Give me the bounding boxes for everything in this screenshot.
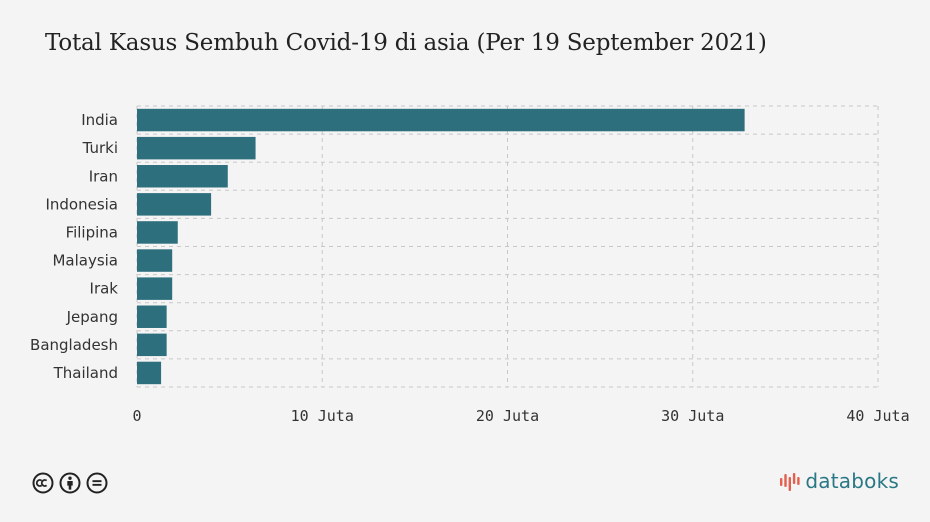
databoks-logo-icon xyxy=(780,473,801,491)
bars xyxy=(137,108,745,385)
bar-iran[interactable] xyxy=(137,165,228,188)
bar-thailand[interactable] xyxy=(137,361,162,385)
chart-title: Total Kasus Sembuh Covid-19 di asia (Per… xyxy=(45,30,767,56)
bar-jepang[interactable] xyxy=(137,305,167,328)
no-derivatives-icon xyxy=(86,472,108,494)
x-tick-label: 40 Juta xyxy=(846,407,909,425)
bar-malaysia[interactable] xyxy=(137,249,173,272)
category-label: Jepang xyxy=(66,308,118,326)
bar-filipina[interactable] xyxy=(137,221,178,244)
category-label: Thailand xyxy=(53,364,118,382)
attribution-icon xyxy=(59,472,81,494)
grid xyxy=(136,105,879,388)
bar-chart: India Turki Iran Indonesia Filipina Malaysia I… xyxy=(30,105,910,425)
x-tick-label: 20 Juta xyxy=(476,407,539,425)
category-label: Iran xyxy=(89,167,118,185)
creative-commons-icon xyxy=(32,472,54,494)
category-label: India xyxy=(81,111,118,129)
category-label: Turki xyxy=(82,139,118,157)
bar-turki[interactable] xyxy=(137,136,256,160)
bar-india[interactable] xyxy=(137,108,745,132)
category-label: Filipina xyxy=(66,223,118,241)
x-tick-label: 30 Juta xyxy=(661,407,724,425)
category-label: Irak xyxy=(90,280,119,298)
bar-indonesia[interactable] xyxy=(137,193,212,216)
category-label: Malaysia xyxy=(52,252,118,270)
category-label: Indonesia xyxy=(45,195,118,213)
bar-irak[interactable] xyxy=(137,277,173,300)
x-tick-label: 0 xyxy=(132,407,141,425)
category-label: Bangladesh xyxy=(30,336,118,354)
license-icons xyxy=(32,472,108,494)
x-axis-tick-labels: 0 10 Juta 20 Juta 30 Juta 40 Juta xyxy=(132,407,909,425)
databoks-brand[interactable]: databoks xyxy=(778,469,899,493)
bar-bangladesh[interactable] xyxy=(137,333,167,357)
brand-name: databoks xyxy=(805,469,899,493)
category-labels: India Turki Iran Indonesia Filipina Malaysia I… xyxy=(30,111,118,382)
x-tick-label: 10 Juta xyxy=(291,407,354,425)
